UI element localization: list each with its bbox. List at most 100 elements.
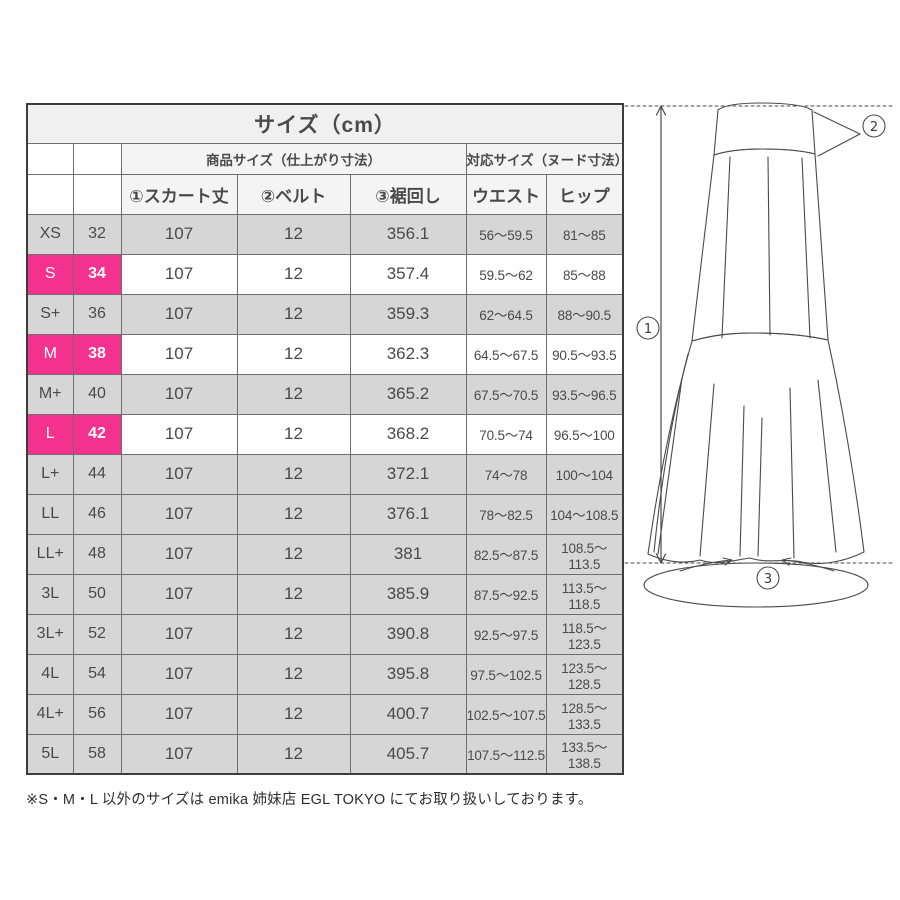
cell-waist: 92.5〜97.5 xyxy=(465,613,547,655)
hem-arrow-left xyxy=(679,559,733,572)
table-row: S+ 36 107 12 359.3 62〜64.5 88〜90.5 xyxy=(26,293,624,335)
cell-skirt-length: 107 xyxy=(120,333,238,375)
cell-size: 3L+ xyxy=(26,613,74,655)
cell-hem: 356.1 xyxy=(349,213,467,255)
table-row: M 38 107 12 362.3 64.5〜67.5 90.5〜93.5 xyxy=(26,333,624,375)
cell-hem: 405.7 xyxy=(349,733,467,775)
table-row: 3L 50 107 12 385.9 87.5〜92.5 113.5〜118.5 xyxy=(26,573,624,615)
cell-belt: 12 xyxy=(236,733,351,775)
hem-circumference-ellipse xyxy=(643,562,869,608)
cell-hip: 128.5〜133.5 xyxy=(545,693,624,735)
cell-skirt-length: 107 xyxy=(120,533,238,575)
table-title-row: サイズ（cm） xyxy=(26,103,624,144)
panel-seam-lower-4 xyxy=(757,417,763,557)
cell-skirt-length: 107 xyxy=(120,613,238,655)
cell-belt: 12 xyxy=(236,253,351,295)
cell-waist: 59.5〜62 xyxy=(465,253,547,295)
column-header-belt: ②ベルト xyxy=(236,173,351,215)
size-table-body: サイズ（cm） 商品サイズ（仕上がり寸法） 対応サイズ（ヌード寸法） ①スカート… xyxy=(26,103,628,775)
marker-belt-circle xyxy=(862,114,886,138)
group-header-blank-num xyxy=(72,142,122,175)
group-header-body-size: 対応サイズ（ヌード寸法） xyxy=(465,142,628,175)
size-table: サイズ（cm） 商品サイズ（仕上がり寸法） 対応サイズ（ヌード寸法） ①スカート… xyxy=(26,103,628,775)
table-row: 3L+ 52 107 12 390.8 92.5〜97.5 118.5〜123.5 xyxy=(26,613,624,655)
marker-length-circle xyxy=(636,316,660,340)
cell-size: 4L xyxy=(26,653,74,695)
cell-hem: 385.9 xyxy=(349,573,467,615)
cell-size: LL+ xyxy=(26,533,74,575)
skirt-upper-outline xyxy=(691,148,829,342)
panel-seam-lower-6 xyxy=(817,379,837,553)
cell-num: 58 xyxy=(72,733,122,775)
cell-size: M+ xyxy=(26,373,74,415)
cell-skirt-length: 107 xyxy=(120,293,238,335)
cell-waist: 102.5〜107.5 xyxy=(465,693,547,735)
column-header-skirt-length: ①スカート丈 xyxy=(120,173,238,215)
cell-waist: 62〜64.5 xyxy=(465,293,547,335)
cell-waist: 70.5〜74 xyxy=(465,413,547,455)
cell-hem: 381 xyxy=(349,533,467,575)
length-arrow-head-top xyxy=(655,105,667,116)
column-header-num xyxy=(72,173,122,215)
cell-belt: 12 xyxy=(236,613,351,655)
skirt-diagram: 1 2 3 xyxy=(622,88,900,618)
panel-seam-upper-2 xyxy=(767,156,771,336)
cell-hip: 93.5〜96.5 xyxy=(545,373,624,415)
panel-seam-lower-1 xyxy=(657,377,683,555)
marker-length-label: 1 xyxy=(644,322,652,337)
cell-hem: 362.3 xyxy=(349,333,467,375)
table-row: LL+ 48 107 12 381 82.5〜87.5 108.5〜113.5 xyxy=(26,533,624,575)
marker-hem-circle xyxy=(756,566,780,590)
cell-waist: 74〜78 xyxy=(465,453,547,495)
column-header-row: ①スカート丈 ②ベルト ③裾回し ウエスト ヒップ xyxy=(26,173,624,215)
cell-hem: 365.2 xyxy=(349,373,467,415)
cell-hem: 368.2 xyxy=(349,413,467,455)
group-header-product-size: 商品サイズ（仕上がり寸法） xyxy=(120,142,467,175)
cell-size: 4L+ xyxy=(26,693,74,735)
side-fold-line xyxy=(653,353,689,553)
column-header-hip: ヒップ xyxy=(545,173,624,215)
cell-size: LL xyxy=(26,493,74,535)
cell-belt: 12 xyxy=(236,533,351,575)
cell-hip: 108.5〜113.5 xyxy=(545,533,624,575)
cell-skirt-length: 107 xyxy=(120,373,238,415)
cell-num: 56 xyxy=(72,693,122,735)
table-row: LL 46 107 12 376.1 78〜82.5 104〜108.5 xyxy=(26,493,624,535)
cell-hem: 376.1 xyxy=(349,493,467,535)
marker-belt-label: 2 xyxy=(870,120,878,135)
table-title: サイズ（cm） xyxy=(26,103,624,144)
panel-seam-upper-3 xyxy=(801,157,811,339)
waistband-outline xyxy=(713,102,816,156)
skirt-flare-outline xyxy=(647,339,865,565)
cell-waist: 78〜82.5 xyxy=(465,493,547,535)
hem-arrow-head-right xyxy=(781,557,792,566)
cell-num: 44 xyxy=(72,453,122,495)
cell-num: 46 xyxy=(72,493,122,535)
cell-hem: 359.3 xyxy=(349,293,467,335)
panel-seam-lower-3 xyxy=(739,405,745,557)
cell-waist: 97.5〜102.5 xyxy=(465,653,547,695)
cell-skirt-length: 107 xyxy=(120,493,238,535)
cell-skirt-length: 107 xyxy=(120,733,238,775)
panel-seam-upper-1 xyxy=(721,156,731,339)
cell-num: 40 xyxy=(72,373,122,415)
cell-num: 32 xyxy=(72,213,122,255)
cell-num: 42 xyxy=(72,413,122,455)
cell-hem: 395.8 xyxy=(349,653,467,695)
cell-size: L xyxy=(26,413,74,455)
column-header-hem: ③裾回し xyxy=(349,173,467,215)
belt-callout-leader-top xyxy=(813,111,861,135)
cell-hip: 118.5〜123.5 xyxy=(545,613,624,655)
marker-hem-label: 3 xyxy=(764,572,772,587)
cell-belt: 12 xyxy=(236,373,351,415)
diagram-markers: 1 2 3 xyxy=(636,114,886,590)
cell-waist: 107.5〜112.5 xyxy=(465,733,547,775)
cell-waist: 64.5〜67.5 xyxy=(465,333,547,375)
group-header-blank-size xyxy=(26,142,74,175)
size-table-container: サイズ（cm） 商品サイズ（仕上がり寸法） 対応サイズ（ヌード寸法） ①スカート… xyxy=(26,103,628,775)
cell-hip: 90.5〜93.5 xyxy=(545,333,624,375)
cell-hem: 372.1 xyxy=(349,453,467,495)
table-row: L 42 107 12 368.2 70.5〜74 96.5〜100 xyxy=(26,413,624,455)
cell-skirt-length: 107 xyxy=(120,413,238,455)
